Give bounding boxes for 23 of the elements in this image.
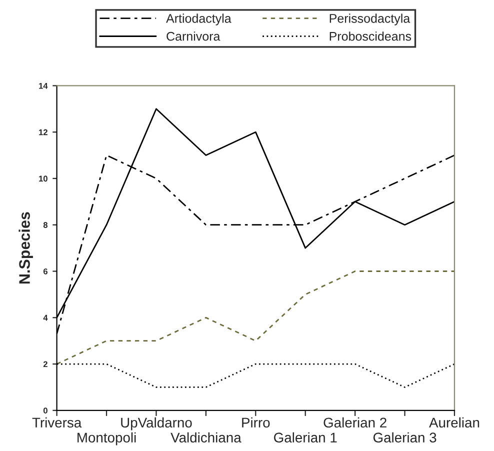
- y-tick-label: 10: [39, 176, 48, 182]
- x-tick-label: Galerian 2: [324, 417, 386, 428]
- legend-label: Artiodactyla: [166, 14, 232, 26]
- x-tick-label: UpValdarno: [121, 417, 192, 430]
- line-series: [56, 270, 454, 365]
- y-tick-label: 4: [43, 314, 48, 321]
- x-tick-label: Pirro: [242, 417, 270, 428]
- legend-label: Proboscideans: [330, 32, 412, 41]
- x-tick-label: Aurelian: [429, 417, 480, 428]
- x-tick-label: Triversa: [32, 417, 82, 428]
- x-tick-label: Montopoli: [78, 432, 136, 446]
- x-tick-label: Valdichiana: [170, 432, 242, 443]
- legend-label: Perissodactyla: [330, 14, 410, 26]
- y-tick-label: 12: [39, 129, 48, 136]
- legend-label: Carnivora: [166, 32, 220, 41]
- x-tick-label: Galerian 3: [373, 432, 436, 443]
- y-tick-label: 0: [43, 408, 48, 414]
- y-tick-label: 6: [43, 268, 48, 274]
- y-tick-label: 2: [43, 361, 48, 368]
- y-tick-label: 8: [43, 222, 48, 228]
- y-tick-label: 14: [39, 82, 48, 89]
- y-axis-title: N.Species: [18, 212, 33, 284]
- x-tick-label: Galerian 1: [274, 432, 337, 443]
